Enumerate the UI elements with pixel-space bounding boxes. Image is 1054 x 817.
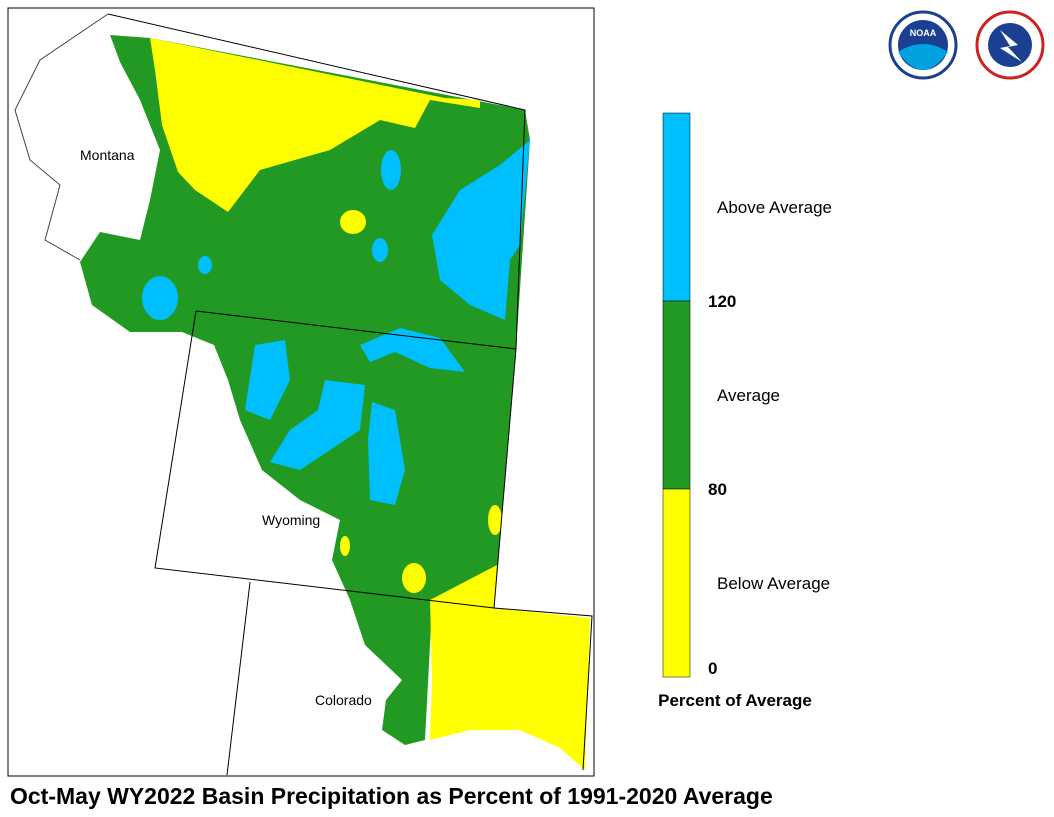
state-label: Montana: [80, 147, 135, 163]
legend-swatch: [662, 300, 691, 490]
legend-class-label: Above Average: [717, 198, 832, 217]
legend-break-label: 120: [708, 292, 736, 311]
basin-below-average: [150, 38, 480, 212]
legend-swatch: [662, 488, 691, 678]
legend-class-label: Below Average: [717, 574, 830, 593]
state-boundaries: [14, 13, 593, 776]
nws-logo-bolt: [1000, 30, 1022, 62]
basin-above-average: [381, 150, 401, 190]
basin-above-average: [368, 402, 405, 505]
basin-above-average: [360, 328, 465, 372]
logo-text: NOAA: [910, 28, 937, 38]
state-label: Wyoming: [262, 512, 320, 528]
noaa-logo-wave: [898, 44, 948, 70]
basin-above-average: [245, 340, 290, 420]
basin-above-average: [198, 256, 212, 274]
basin-below-average: [340, 536, 350, 556]
basin-below-average: [430, 565, 590, 770]
legend-break-label: 80: [708, 480, 727, 499]
basin-above-average: [372, 238, 388, 262]
legend-title: Percent of Average: [658, 691, 812, 710]
legend-class-label: Average: [717, 386, 780, 405]
caption: Oct-May WY2022 Basin Precipitation as Pe…: [10, 783, 773, 809]
basin-above-average: [432, 140, 530, 320]
basin-below-average: [340, 210, 366, 234]
legend-break-label: 0: [708, 659, 717, 678]
legend-swatch: [662, 112, 691, 302]
basin-below-average: [402, 563, 426, 593]
basin-above-average: [142, 276, 178, 320]
state-label: Colorado: [315, 692, 372, 708]
basin-above-average: [270, 380, 365, 470]
basin-below-average: [488, 505, 502, 535]
